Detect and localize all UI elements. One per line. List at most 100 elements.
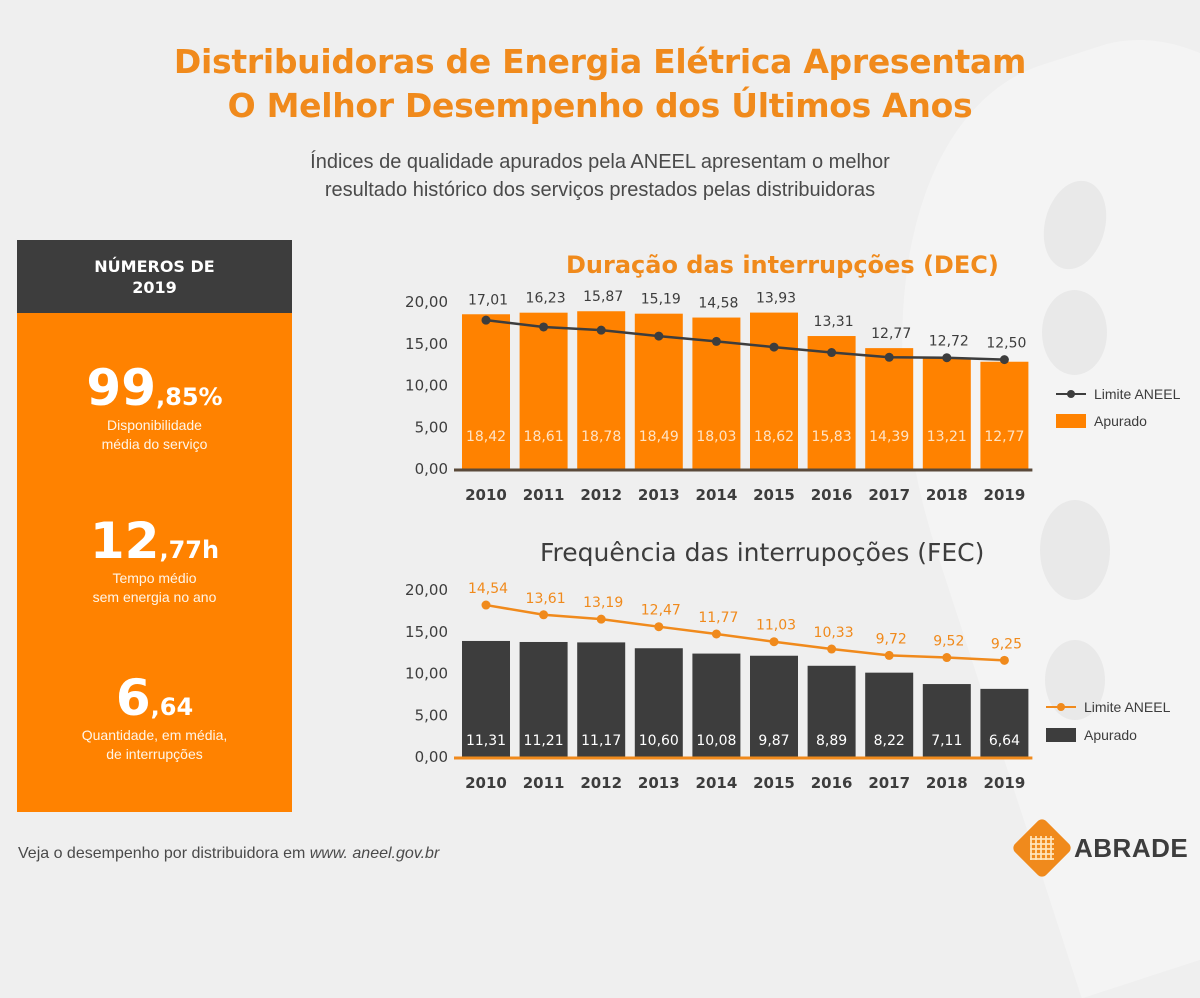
fec-x-tick-label: 2016: [811, 774, 853, 792]
dec-limit-value-label: 13,31: [814, 314, 854, 330]
fec-y-tick-label: 5,00: [415, 706, 448, 724]
legend-label: Apurado: [1094, 413, 1147, 429]
fec-bar-value-label: 6,64: [989, 733, 1020, 749]
legend-label: Limite ANEEL: [1094, 386, 1181, 402]
dec-bar-value-label: 18,61: [524, 429, 564, 445]
fec-x-tick-label: 2015: [753, 774, 795, 792]
fec-chart-title: Frequência das interrupoções (FEC): [540, 538, 985, 567]
dec-x-tick-label: 2018: [926, 486, 968, 504]
fec-x-tick-label: 2018: [926, 774, 968, 792]
dec-chart-title: Duração das interrupções (DEC): [566, 251, 999, 279]
stat-description-line-2: média do serviço: [101, 436, 208, 452]
fec-limit-point: [596, 614, 606, 624]
fec-limit-value-label: 13,19: [583, 595, 623, 611]
fec-bar-value-label: 10,08: [696, 733, 736, 749]
dec-x-tick-label: 2014: [696, 486, 738, 504]
fec-legend-line: Limite ANEEL: [1046, 699, 1170, 715]
dec-limit-line: [485, 318, 1005, 361]
dec-limit-point: [596, 325, 606, 335]
stat-hours-without-energy: 12,77h Tempo médio sem energia no ano: [17, 513, 292, 607]
fec-limit-point: [999, 655, 1009, 665]
dec-bar: [519, 312, 568, 469]
fec-bar-value-label: 11,31: [466, 733, 506, 749]
fec-x-tick-label: 2013: [638, 774, 680, 792]
page-subtitle: Índices de qualidade apurados pela ANEEL…: [0, 148, 1200, 204]
dec-limit-value-label: 12,77: [871, 326, 911, 342]
stat-description-line-1: Disponibilidade: [107, 417, 202, 433]
fec-limit-value-label: 10,33: [814, 625, 854, 641]
fec-y-tick-label: 20,00: [405, 581, 448, 599]
summary-header-line-2: 2019: [132, 277, 177, 297]
fec-limit-point: [827, 644, 837, 654]
aneel-link[interactable]: www. aneel.gov.br: [309, 845, 440, 862]
fec-x-tick-label: 2010: [465, 774, 507, 792]
legend-label: Apurado: [1084, 727, 1137, 743]
dec-limit-point: [827, 348, 837, 358]
fec-limit-value-label: 9,72: [876, 631, 907, 647]
fec-x-tick-label: 2019: [984, 774, 1026, 792]
dec-limit-point: [999, 355, 1009, 365]
fec-bar-value-label: 7,11: [931, 733, 962, 749]
stat-description-line-1: Tempo médio: [112, 570, 197, 586]
dec-limit-value-label: 14,58: [698, 296, 738, 312]
stat-description-line-2: sem energia no ano: [92, 589, 217, 605]
fec-y-tick-label: 15,00: [405, 623, 448, 641]
page-title-line-2: O Melhor Desempenho dos Últimos Anos: [227, 86, 973, 125]
fec-bar: [577, 642, 626, 757]
stat-value-main: 6: [115, 669, 151, 727]
stat-interruptions: 6,64 Quantidade, em média, de interrupçõ…: [17, 670, 292, 764]
fec-limit-point: [539, 610, 549, 620]
fec-bar-value-label: 8,89: [816, 733, 847, 749]
abrade-logo-text: ABRADE: [1074, 832, 1189, 863]
summary-header-line-1: NÚMEROS DE: [94, 256, 215, 276]
legend-label: Limite ANEEL: [1084, 699, 1171, 715]
dec-x-tick-label: 2019: [984, 486, 1026, 504]
dec-x-tick-label: 2015: [753, 486, 795, 504]
dec-legend-bar: Apurado: [1056, 413, 1147, 429]
fec-limit-point: [884, 650, 894, 660]
legend-line-marker-icon: [1046, 703, 1076, 711]
fec-limit-point: [942, 653, 952, 663]
fec-bar: [692, 653, 741, 757]
dec-limit-value-label: 15,19: [641, 292, 681, 308]
dec-bar-value-label: 18,03: [696, 429, 736, 445]
stat-value-decimal: ,77h: [159, 536, 220, 564]
fec-limit-value-label: 9,52: [933, 634, 964, 650]
stat-value-decimal: ,85%: [156, 383, 223, 411]
stat-value-main: 99: [86, 359, 157, 417]
dec-limit-point: [481, 315, 491, 325]
dec-x-tick-label: 2017: [868, 486, 910, 504]
fec-bar-value-label: 11,17: [581, 733, 621, 749]
legend-swatch-icon: [1046, 728, 1076, 742]
dec-bar-value-label: 14,39: [869, 429, 909, 445]
dec-y-tick-label: 20,00: [405, 293, 448, 311]
summary-panel: NÚMEROS DE 2019 99,85% Disponibilidade m…: [17, 240, 292, 812]
fec-bar: [519, 641, 568, 757]
fec-y-tick-label: 0,00: [415, 748, 448, 766]
fec-x-tick-label: 2014: [696, 774, 738, 792]
background-oval: [1040, 500, 1110, 600]
dec-limit-value-label: 16,23: [526, 291, 566, 307]
fec-x-tick-label: 2017: [868, 774, 910, 792]
dec-limit-point: [539, 322, 549, 332]
dec-limit-value-label: 15,87: [583, 289, 623, 305]
fec-limit-point: [711, 629, 721, 639]
background-oval: [1042, 290, 1107, 375]
fec-limit-value-label: 12,47: [641, 603, 681, 619]
fec-bar-value-label: 11,21: [524, 733, 564, 749]
dec-limit-point: [884, 352, 894, 362]
dec-bar: [980, 361, 1029, 469]
stat-description-line-1: Quantidade, em média,: [81, 727, 228, 743]
stat-availability: 99,85% Disponibilidade média do serviço: [17, 360, 292, 454]
dec-limit-value-label: 12,50: [986, 336, 1026, 352]
fec-limit-point: [769, 637, 779, 647]
stat-value-decimal: ,64: [150, 693, 194, 721]
fec-bar-value-label: 8,22: [874, 733, 905, 749]
fec-bar: [634, 648, 683, 757]
fec-x-tick-label: 2012: [580, 774, 622, 792]
page-subtitle-line-1: Índices de qualidade apurados pela ANEEL…: [310, 151, 890, 173]
fec-limit-point: [654, 622, 664, 632]
abrade-logo-icon: [1010, 816, 1074, 880]
dec-limit-point: [942, 353, 952, 363]
fec-bar: [750, 655, 798, 757]
